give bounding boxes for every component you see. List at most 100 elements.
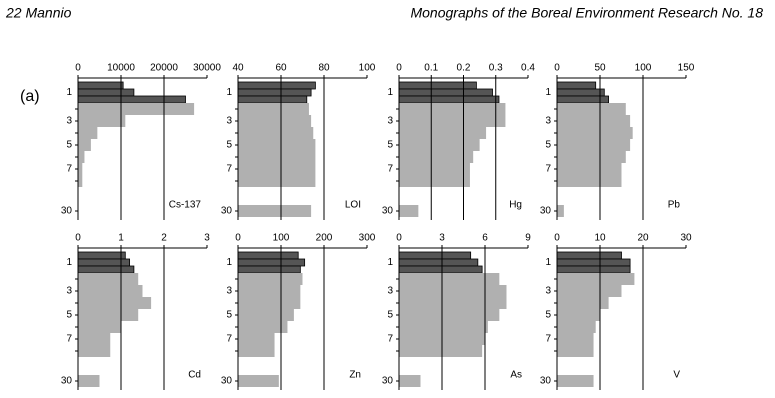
bar (399, 285, 507, 297)
bar (556, 88, 605, 97)
bar (238, 285, 301, 297)
bar (238, 151, 316, 163)
y-tick-label: 5 (545, 140, 551, 151)
bar (399, 205, 419, 217)
bar (398, 258, 479, 267)
y-tick-label: 5 (387, 310, 393, 321)
x-tick-label: 60 (275, 63, 287, 74)
bar (557, 127, 633, 139)
bar (557, 115, 631, 127)
y-tick-label: 3 (545, 286, 551, 297)
y-tick-label: 3 (66, 116, 72, 127)
bar (237, 88, 312, 97)
bar (238, 375, 279, 387)
bar (238, 139, 316, 151)
y-tick-label: 3 (387, 286, 393, 297)
bar (557, 285, 622, 297)
y-tick-label: 3 (387, 116, 393, 127)
bar (556, 258, 631, 267)
x-tick-label: 20 (637, 233, 649, 244)
panel-variable: Hg (509, 200, 522, 211)
y-tick-label: 3 (226, 286, 232, 297)
bar (556, 265, 631, 274)
bar (78, 103, 195, 115)
y-tick-label: 1 (66, 87, 72, 98)
y-tick-label: 30 (540, 376, 552, 387)
bar (557, 175, 622, 187)
bar (399, 103, 506, 115)
bar (238, 333, 275, 345)
y-tick-label: 1 (387, 87, 393, 98)
bar (77, 95, 186, 104)
bar (238, 309, 294, 321)
bar (398, 81, 477, 90)
bar (78, 297, 152, 309)
x-tick-label: 100 (635, 63, 652, 74)
bar (78, 333, 111, 345)
x-tick-label: 0 (235, 233, 241, 244)
bar (399, 345, 483, 357)
bar (557, 139, 631, 151)
bar (78, 151, 85, 163)
x-tick-label: 9 (525, 233, 531, 244)
bar (398, 88, 493, 97)
x-tick-label: 6 (482, 233, 488, 244)
bar (238, 273, 303, 285)
y-tick-label: 7 (226, 334, 232, 345)
bar (78, 175, 83, 187)
bar (399, 115, 506, 127)
x-tick-label: 3 (439, 233, 445, 244)
x-tick-label: 100 (273, 233, 290, 244)
y-tick-label: 30 (221, 206, 233, 217)
y-tick-label: 7 (545, 164, 551, 175)
x-tick-label: 0 (396, 63, 402, 74)
y-tick-label: 1 (545, 87, 551, 98)
x-tick-label: 0.3 (489, 63, 503, 74)
bar (556, 81, 597, 90)
bar (556, 251, 622, 260)
bar (77, 88, 135, 97)
bar (77, 81, 124, 90)
y-tick-label: 7 (545, 334, 551, 345)
x-tick-label: 0 (554, 63, 560, 74)
bar (399, 375, 421, 387)
y-tick-label: 1 (226, 257, 232, 268)
bar (78, 273, 139, 285)
y-tick-label: 1 (545, 257, 551, 268)
header-left: 22 Mannio (5, 5, 72, 21)
y-tick-label: 7 (66, 334, 72, 345)
y-tick-label: 3 (66, 286, 72, 297)
bar (399, 175, 470, 187)
bar (237, 258, 306, 267)
bar (78, 115, 126, 127)
bar (399, 321, 488, 333)
bar (399, 309, 500, 321)
y-tick-label: 1 (387, 257, 393, 268)
bar (238, 115, 312, 127)
panel-variable: Pb (668, 200, 681, 211)
y-tick-label: 1 (66, 257, 72, 268)
bar (398, 265, 483, 274)
bar (557, 205, 564, 217)
x-tick-label: 0 (75, 63, 81, 74)
x-tick-label: 0 (554, 233, 560, 244)
bar (237, 265, 301, 274)
x-tick-label: 0.4 (521, 63, 535, 74)
y-tick-label: 7 (66, 164, 72, 175)
bar (557, 163, 622, 175)
x-tick-label: 10000 (107, 63, 135, 74)
x-tick-label: 30 (680, 233, 692, 244)
bar (399, 151, 474, 163)
panel-variable: Zn (349, 370, 361, 381)
bar (78, 345, 111, 357)
y-tick-label: 3 (226, 116, 232, 127)
x-tick-label: 30000 (193, 63, 221, 74)
bar (557, 321, 596, 333)
y-tick-label: 5 (66, 310, 72, 321)
y-tick-label: 7 (226, 164, 232, 175)
bar (398, 251, 472, 260)
bar (237, 95, 308, 104)
bar (557, 333, 594, 345)
x-tick-label: 10 (594, 233, 606, 244)
bar (78, 375, 100, 387)
